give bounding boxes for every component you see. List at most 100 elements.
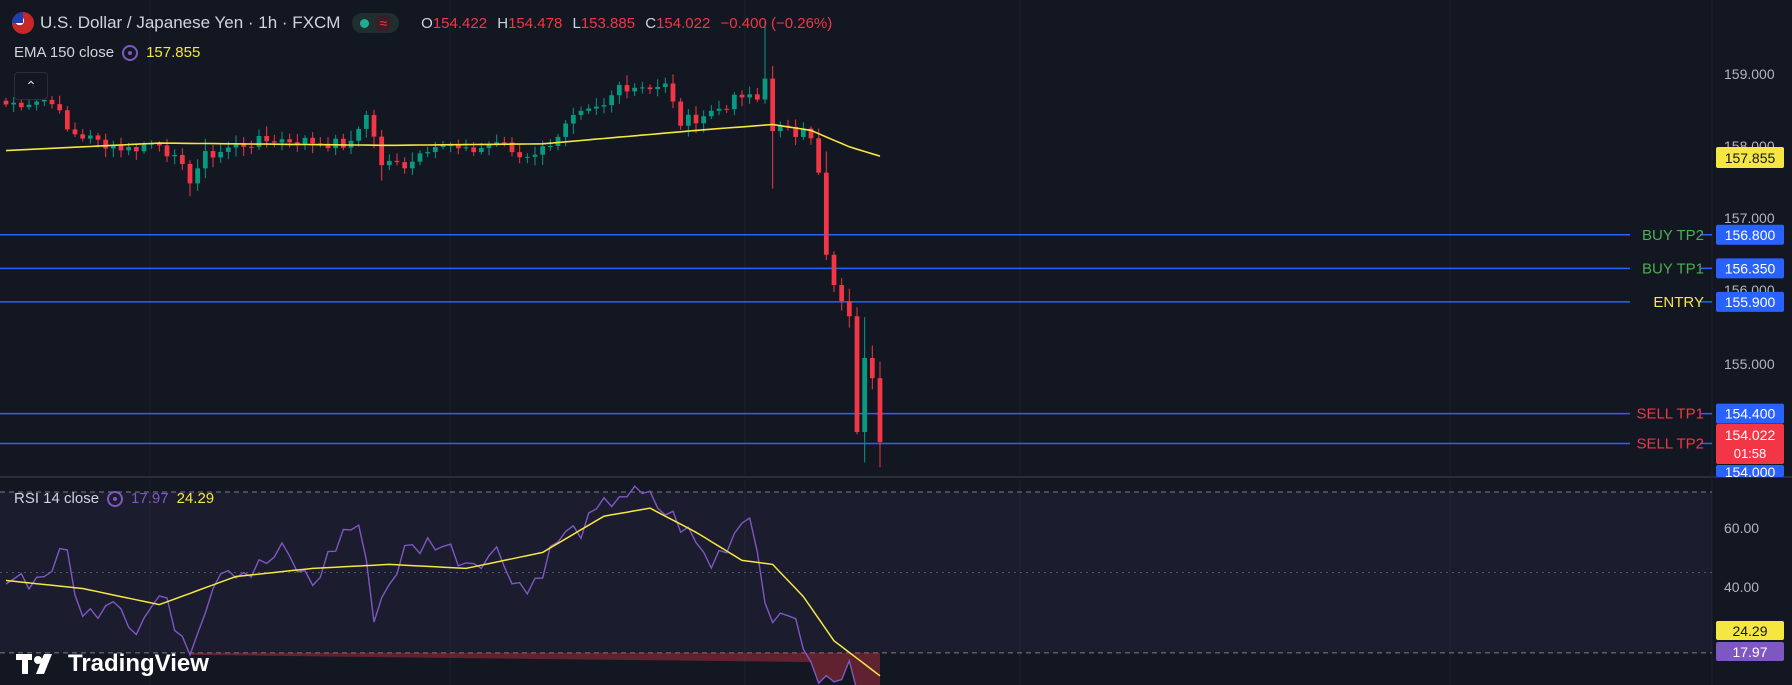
candle (540, 140, 546, 165)
candle (747, 86, 753, 104)
candle-body (394, 160, 400, 163)
candle-body (747, 94, 753, 98)
candle (348, 130, 354, 155)
candle-body (517, 152, 523, 158)
candle-body (133, 147, 139, 152)
candle (624, 75, 630, 99)
candle-body (555, 136, 561, 146)
indicator-sync-icon[interactable] (107, 490, 124, 507)
level-price-tag (1716, 224, 1784, 245)
candle-body (202, 151, 208, 169)
candle (371, 109, 377, 149)
candle (11, 97, 17, 113)
candle-body (371, 114, 377, 137)
symbol-title[interactable]: U.S. Dollar / Japanese Yen · 1h · FXCM (40, 13, 341, 32)
candle-body (601, 105, 607, 107)
rsi-legend[interactable]: RSI 14 close 17.97 24.29 (14, 490, 214, 507)
tradingview-logo[interactable]: TradingView (16, 650, 209, 678)
tradingview-logo-text: TradingView (68, 650, 209, 677)
candle (731, 92, 737, 116)
candle (632, 83, 638, 96)
rsi-ma-tag (1716, 621, 1784, 640)
bar-countdown-label: 01:58 (1734, 446, 1767, 461)
candle-body (839, 285, 845, 302)
candle-body (241, 143, 247, 147)
candle-body (877, 378, 883, 442)
level-label: BUY TP2 (1642, 227, 1704, 244)
candle-body (302, 137, 308, 145)
candle (118, 137, 124, 158)
candle (179, 148, 185, 170)
candle (225, 141, 231, 160)
candle (233, 135, 239, 157)
level-price-tag-label: 156.800 (1725, 227, 1776, 243)
candle (417, 150, 423, 166)
candle-body (578, 110, 584, 115)
market-open-dot-icon (360, 18, 370, 28)
partial-level-tag-label: 154.000 (1725, 464, 1776, 480)
rsi-axis[interactable]: 60.00 40.00 24.29 17.97 (1716, 520, 1784, 661)
candle-body (563, 123, 569, 137)
candle-body (310, 137, 316, 144)
candle (271, 134, 277, 148)
candle-body (509, 142, 515, 153)
candle-body (862, 357, 868, 433)
partial-level-tag (1716, 465, 1784, 477)
level-price-tag-label: 155.900 (1725, 294, 1776, 310)
candle (762, 22, 768, 104)
candle (570, 107, 576, 134)
candle-body (586, 108, 592, 111)
high-value: 154.478 (508, 14, 563, 32)
candle-body (869, 357, 875, 379)
candle-body (800, 128, 806, 137)
candle (869, 345, 875, 390)
candle-body (693, 114, 699, 124)
candle (770, 65, 776, 189)
candle (639, 81, 645, 94)
candle-body (110, 145, 116, 149)
candle (532, 146, 538, 166)
rsi-legend-value: 17.97 (131, 490, 169, 507)
candle-body (440, 145, 446, 148)
low-label: L (572, 14, 581, 32)
candle-body (11, 102, 17, 105)
level-price-tag (1716, 291, 1784, 312)
price-axis[interactable]: 159.000 158.000 157.000 156.000 155.000 … (1712, 66, 1792, 480)
collapse-legend-button[interactable]: ⌃ (14, 72, 48, 100)
candle (340, 133, 346, 151)
candle (409, 152, 415, 176)
candle-body (141, 144, 147, 152)
rsi-ma-legend-value: 24.29 (176, 490, 215, 507)
rsi-tick-label: 40.00 (1724, 579, 1759, 595)
candle-body (432, 147, 438, 153)
candle (678, 98, 684, 130)
candle (310, 132, 316, 154)
candle (394, 153, 400, 166)
open-label: O (421, 14, 433, 32)
candle-body (195, 168, 201, 184)
candle (379, 129, 385, 181)
candle (846, 288, 852, 328)
candle (402, 157, 408, 174)
ema-legend[interactable]: EMA 150 close 157.855 (14, 44, 200, 61)
indicator-sync-icon[interactable] (122, 44, 139, 61)
candle-body (95, 135, 101, 140)
candle (593, 98, 599, 115)
candle (839, 278, 845, 311)
level-price-tags: 156.800 156.350 155.900 154.400 (1716, 224, 1784, 424)
symbol-header[interactable]: U.S. Dollar / Japanese Yen · 1h · FXCM ≈… (12, 10, 832, 36)
level-label: BUY TP1 (1642, 260, 1704, 277)
candle (64, 106, 70, 132)
candle (578, 106, 584, 120)
candle-body (647, 87, 653, 90)
candle (670, 74, 676, 109)
candle (218, 142, 224, 163)
market-status-pill[interactable]: ≈ (352, 13, 400, 33)
change-value: −0.400 (−0.26%) (720, 14, 833, 32)
rsi-oversold-fill (190, 652, 880, 685)
candle (862, 317, 868, 463)
candle (356, 126, 362, 147)
candle (609, 90, 615, 113)
current-price-label: 154.022 (1725, 427, 1776, 443)
